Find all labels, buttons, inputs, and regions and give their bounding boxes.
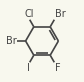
Text: Cl: Cl	[24, 9, 34, 19]
Text: Br: Br	[55, 9, 66, 19]
Text: I: I	[27, 63, 30, 73]
Text: F: F	[55, 63, 61, 73]
Text: Br: Br	[6, 36, 17, 46]
